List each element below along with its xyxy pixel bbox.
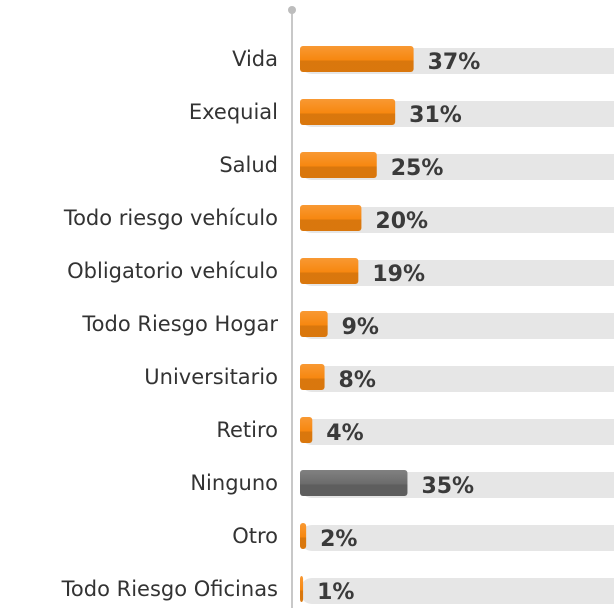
category-label: Todo riesgo vehículo (63, 206, 278, 230)
bar-shade (300, 311, 328, 337)
bar-shade (300, 470, 408, 496)
bar-shade (300, 205, 362, 231)
category-label: Universitario (144, 365, 278, 389)
value-label: 25% (391, 156, 444, 181)
value-label: 35% (421, 474, 474, 499)
bar-shade (300, 576, 304, 602)
bar-track (300, 207, 614, 233)
value-label: 1% (317, 580, 354, 605)
category-label: Retiro (216, 418, 278, 442)
category-label: Todo Riesgo Oficinas (61, 577, 278, 601)
category-label: Otro (232, 524, 278, 548)
bar-shade (300, 152, 377, 178)
bar-track (300, 419, 614, 445)
value-label: 37% (428, 50, 481, 75)
category-label: Vida (232, 47, 278, 71)
category-label: Salud (219, 153, 278, 177)
category-label: Ninguno (190, 471, 278, 495)
value-label: 8% (339, 368, 376, 393)
value-label: 4% (326, 421, 363, 446)
category-label: Todo Riesgo Hogar (81, 312, 278, 336)
bar-track (300, 313, 614, 339)
category-label: Obligatorio vehículo (67, 259, 278, 283)
bar-shade (300, 46, 414, 72)
bar-shade (300, 417, 313, 443)
value-label: 19% (372, 262, 425, 287)
bar-track (300, 578, 614, 604)
bar-shade (300, 523, 307, 549)
bar-shade (300, 99, 396, 125)
value-label: 2% (320, 527, 357, 552)
bar-track (300, 525, 614, 551)
value-label: 20% (375, 209, 428, 234)
axis-dot (288, 6, 296, 14)
bar-track (300, 260, 614, 286)
bar-shade (300, 364, 325, 390)
value-label: 31% (409, 103, 462, 128)
value-label: 9% (342, 315, 379, 340)
bar-track (300, 366, 614, 392)
bar-shade (300, 258, 359, 284)
category-label: Exequial (189, 100, 278, 124)
bar-track (300, 154, 614, 180)
